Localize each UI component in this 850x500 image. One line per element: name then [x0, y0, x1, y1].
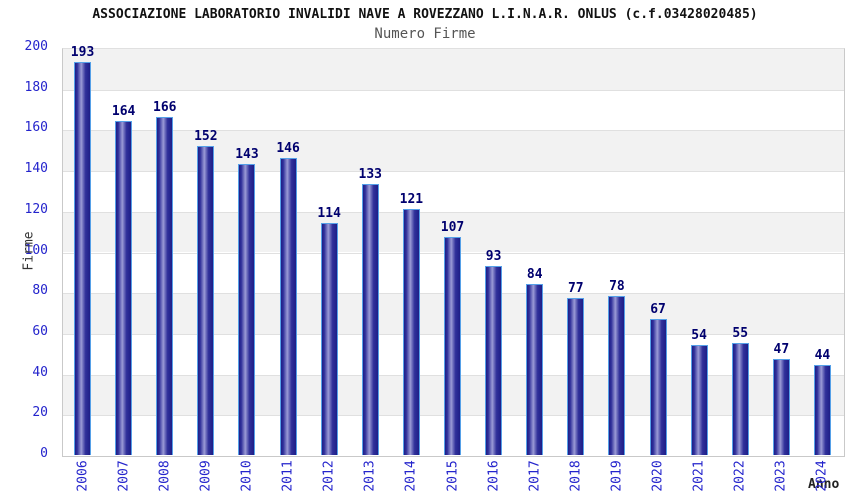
- y-tick-label: 140: [24, 161, 48, 177]
- bar: [279, 157, 297, 455]
- gridline: [63, 130, 844, 132]
- x-tick-label: 2012: [321, 460, 337, 492]
- x-tick-label: 2009: [198, 460, 214, 492]
- bar: [74, 62, 92, 455]
- bar-value-label: 78: [609, 279, 625, 295]
- y-tick-label: 20: [32, 405, 48, 421]
- bar-value-label: 77: [567, 281, 584, 297]
- bar-value-label: 107: [440, 220, 465, 236]
- bar: [320, 223, 338, 455]
- y-tick-label: 180: [24, 79, 48, 95]
- x-tick-label: 2014: [403, 460, 419, 492]
- bar-value-label: 166: [153, 100, 177, 116]
- x-tick-label: 2022: [732, 460, 748, 492]
- x-tick-label: 2024: [814, 460, 830, 492]
- plot-band: [63, 130, 844, 172]
- plot-area: [62, 48, 845, 457]
- gridline: [63, 171, 844, 173]
- y-tick-label: 160: [24, 120, 48, 136]
- plot-band: [63, 89, 844, 131]
- bar: [444, 237, 461, 455]
- bar-value-label: 55: [732, 326, 749, 342]
- bar: [156, 117, 174, 455]
- bar: [608, 296, 626, 455]
- y-tick-label: 60: [32, 323, 48, 339]
- chart-subtitle: Numero Firme: [374, 26, 476, 42]
- bar-value-label: 47: [773, 342, 790, 358]
- y-tick-label: 120: [24, 201, 48, 217]
- bar: [731, 343, 749, 455]
- bar: [649, 318, 667, 455]
- bar-value-label: 164: [111, 104, 136, 120]
- bar: [197, 145, 215, 455]
- x-axis-title: Anno: [808, 477, 840, 492]
- y-tick-label: 0: [40, 446, 48, 461]
- bar-value-label: 143: [235, 146, 259, 162]
- bar: [690, 345, 708, 455]
- x-tick-label: 2010: [239, 460, 255, 492]
- bar: [526, 284, 544, 455]
- bar-value-label: 133: [358, 167, 383, 183]
- x-tick-label: 2007: [116, 460, 132, 492]
- x-tick-label: 2011: [280, 460, 296, 492]
- x-tick-label: 2013: [362, 460, 378, 492]
- bar-value-label: 67: [650, 301, 666, 317]
- bar-value-label: 152: [194, 128, 218, 144]
- gridline: [63, 89, 844, 91]
- bar-value-label: 114: [317, 206, 341, 221]
- bar: [238, 163, 256, 455]
- bar-value-label: 121: [399, 191, 424, 207]
- y-tick-label: 40: [32, 364, 48, 380]
- bar-value-label: 84: [526, 267, 543, 283]
- bar-value-label: 146: [276, 140, 300, 156]
- bar: [485, 265, 503, 455]
- gridline: [63, 211, 844, 213]
- bar: [361, 184, 379, 455]
- x-tick-label: 2021: [691, 460, 707, 492]
- bar: [567, 298, 585, 455]
- bar-value-label: 54: [691, 328, 707, 344]
- bar: [402, 208, 420, 455]
- y-tick-label: 80: [32, 283, 48, 299]
- bar: [813, 365, 831, 455]
- x-tick-label: 2016: [486, 460, 502, 492]
- plot-band: [63, 49, 844, 90]
- x-tick-label: 2008: [157, 460, 173, 492]
- x-tick-label: 2006: [75, 460, 91, 492]
- bar-value-label: 193: [70, 45, 95, 61]
- x-tick-label: 2019: [609, 460, 625, 492]
- x-tick-label: 2015: [445, 460, 460, 492]
- x-tick-label: 2020: [650, 460, 666, 492]
- bar: [115, 121, 133, 455]
- x-tick-label: 2018: [568, 460, 584, 492]
- x-tick-label: 2017: [527, 460, 543, 492]
- y-axis-title: Firme: [21, 231, 37, 271]
- plot-band: [63, 171, 844, 212]
- chart-title: ASSOCIAZIONE LABORATORIO INVALIDI NAVE A…: [92, 7, 758, 22]
- y-tick-label: 100: [24, 242, 48, 258]
- bar-value-label: 93: [485, 248, 502, 264]
- y-tick-label: 200: [24, 39, 48, 54]
- x-tick-label: 2023: [773, 460, 789, 492]
- bar-value-label: 44: [814, 348, 831, 364]
- bar: [772, 359, 790, 455]
